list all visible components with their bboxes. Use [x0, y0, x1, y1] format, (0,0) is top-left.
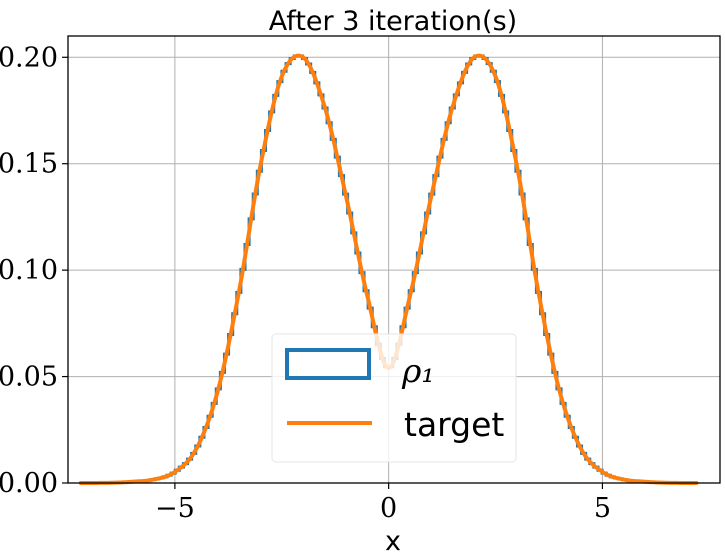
y-tick-label: 0.05 — [0, 362, 58, 393]
y-tick-label: 0.00 — [0, 468, 58, 499]
plot-frame — [67, 35, 721, 484]
legend: ρ₁ target — [271, 333, 517, 463]
y-tick-label: 0.15 — [0, 149, 58, 180]
x-tick-label: −5 — [155, 493, 195, 524]
y-axis: 0.00 0.05 0.10 0.15 0.20 — [0, 42, 68, 499]
y-tick-label: 0.10 — [0, 255, 58, 286]
x-axis: −5 0 5 — [155, 483, 611, 524]
legend-label-target: target — [404, 405, 504, 444]
x-tick-label: 0 — [380, 493, 397, 524]
legend-swatch-rho1 — [285, 348, 371, 380]
x-tick-label: 5 — [594, 493, 611, 524]
y-tick-label: 0.20 — [0, 42, 58, 73]
legend-label-rho1: ρ₁ — [401, 351, 435, 390]
chart-title: After 3 iteration(s) — [269, 6, 517, 37]
legend-box — [271, 333, 517, 463]
x-axis-label: x — [385, 526, 401, 553]
